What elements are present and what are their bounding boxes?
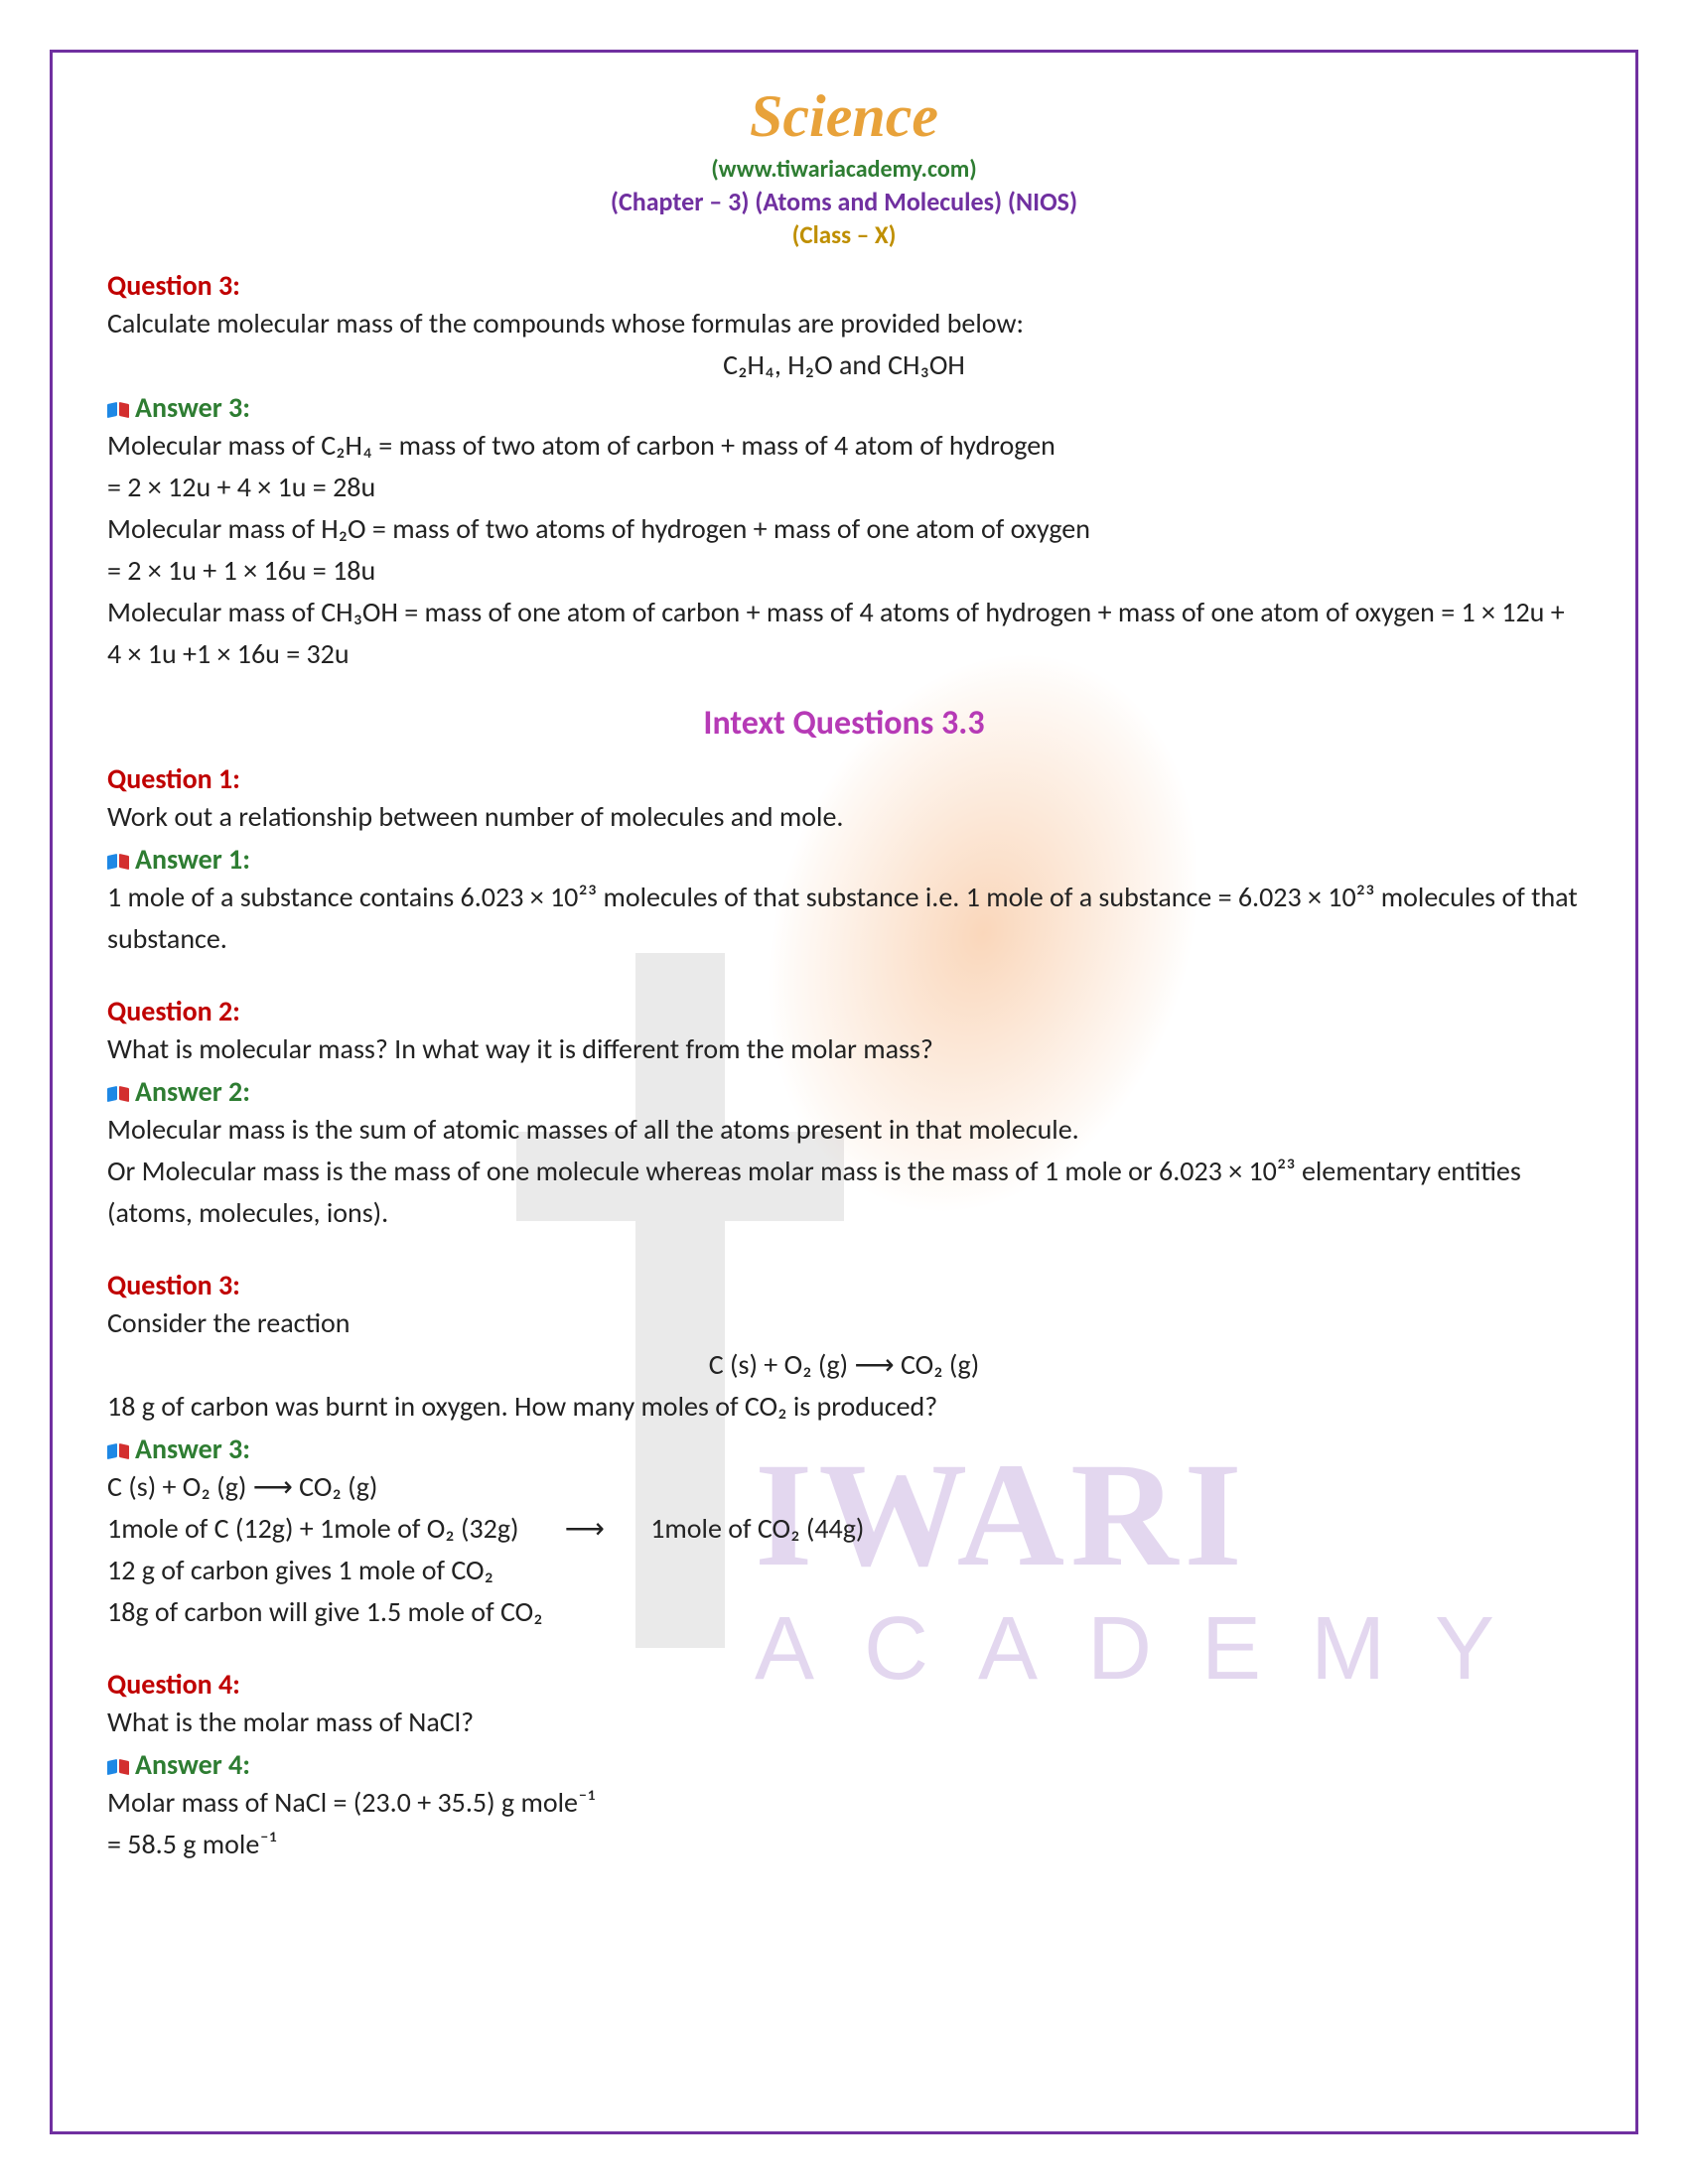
q3-a5: Molecular mass of CH₃OH = mass of one at…	[107, 592, 1581, 675]
s3q3-eq: C (s) + O₂ (g) ⟶ CO₂ (g)	[107, 1344, 1581, 1386]
book-icon	[107, 1756, 129, 1774]
chapter-line: (Chapter – 3) (Atoms and Molecules) (NIO…	[107, 186, 1581, 217]
s3q3-a2a: 1mole of C (12g) + 1mole of O₂ (32g)	[107, 1511, 519, 1546]
book-icon	[107, 1083, 129, 1101]
s3q3-a2: 1mole of C (12g) + 1mole of O₂ (32g) ⟶ 1…	[107, 1508, 1581, 1550]
s3q4-label: Question 4:	[107, 1667, 1581, 1702]
q3-a1: Molecular mass of C₂H₄ = mass of two ato…	[107, 425, 1581, 467]
s3q1-label: Question 1:	[107, 761, 1581, 796]
book-icon	[107, 851, 129, 869]
s3q4-answer-label-text: Answer 4:	[135, 1747, 250, 1782]
s3q2-text: What is molecular mass? In what way it i…	[107, 1028, 1581, 1070]
page-frame: IWARI ACADEMY Science (www.tiwariacademy…	[50, 50, 1638, 2134]
s3q3-answer-label-text: Answer 3:	[135, 1432, 250, 1466]
content: Science (www.tiwariacademy.com) (Chapter…	[107, 82, 1581, 1865]
s3q2-answer-label: Answer 2:	[107, 1074, 1581, 1109]
q3-text: Calculate molecular mass of the compound…	[107, 303, 1581, 344]
s3q3-a1: C (s) + O₂ (g) ⟶ CO₂ (g)	[107, 1466, 1581, 1508]
s3q4-answer-label: Answer 4:	[107, 1747, 1581, 1782]
s3q3-answer-label: Answer 3:	[107, 1432, 1581, 1466]
s3q4-a2: = 58.5 g mole⁻¹	[107, 1824, 1581, 1865]
book-icon	[107, 1440, 129, 1458]
book-icon	[107, 399, 129, 417]
s3q2-label: Question 2:	[107, 994, 1581, 1028]
s3q3-a2c: 1mole of CO₂ (44g)	[650, 1511, 864, 1546]
s3q2-a1: Molecular mass is the sum of atomic mass…	[107, 1109, 1581, 1151]
s3q2-answer-label-text: Answer 2:	[135, 1074, 250, 1109]
s3q2-a2: Or Molecular mass is the mass of one mol…	[107, 1151, 1581, 1234]
q3-a3: Molecular mass of H₂O = mass of two atom…	[107, 508, 1581, 550]
page-title: Science	[107, 82, 1581, 151]
website-line: (www.tiwariacademy.com)	[107, 155, 1581, 184]
s3q4-text: What is the molar mass of NaCl?	[107, 1702, 1581, 1743]
q3-a4: = 2 × 1u + 1 × 16u = 18u	[107, 550, 1581, 592]
s3q3-a3: 12 g of carbon gives 1 mole of CO₂	[107, 1550, 1581, 1591]
q3-answer-label-text: Answer 3:	[135, 390, 250, 425]
s3q1-answer-label: Answer 1:	[107, 842, 1581, 877]
s3q3-a4: 18g of carbon will give 1.5 mole of CO₂	[107, 1591, 1581, 1633]
q3-answer-label: Answer 3:	[107, 390, 1581, 425]
class-line: (Class – X)	[107, 219, 1581, 250]
q3-a2: = 2 × 12u + 4 × 1u = 28u	[107, 467, 1581, 508]
s3q1-text: Work out a relationship between number o…	[107, 796, 1581, 838]
q3-formula: C₂H₄, H₂O and CH₃OH	[107, 344, 1581, 386]
s3q3-a2b: ⟶	[525, 1508, 644, 1550]
section-3-3: Intext Questions 3.3	[107, 703, 1581, 744]
s3q3-text2: 18 g of carbon was burnt in oxygen. How …	[107, 1386, 1581, 1428]
q3-label: Question 3:	[107, 268, 1581, 303]
s3q3-label: Question 3:	[107, 1268, 1581, 1302]
s3q1-answer-label-text: Answer 1:	[135, 842, 250, 877]
s3q4-a1: Molar mass of NaCl = (23.0 + 35.5) g mol…	[107, 1782, 1581, 1824]
s3q3-text: Consider the reaction	[107, 1302, 1581, 1344]
s3q1-a1: 1 mole of a substance contains 6.023 × 1…	[107, 877, 1581, 960]
